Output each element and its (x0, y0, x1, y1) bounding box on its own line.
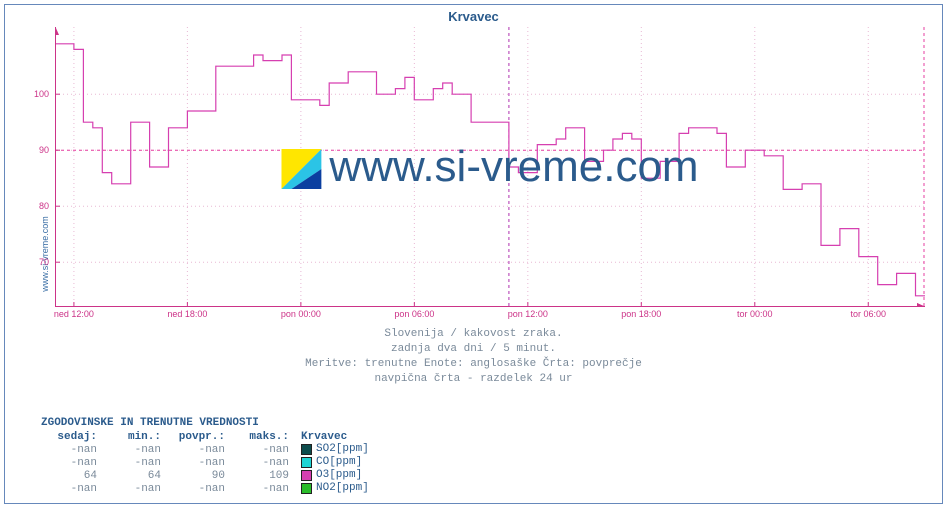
y-tick-label: 90 (39, 145, 49, 155)
legend-cell: 109 (233, 469, 297, 482)
legend-series-cell: NO2[ppm] (297, 482, 369, 495)
legend-cell: -nan (105, 456, 169, 469)
legend-row: 646490109O3[ppm] (41, 469, 369, 482)
legend-col-header: Krvavec (297, 431, 369, 443)
legend-cell: -nan (169, 456, 233, 469)
caption-line: Slovenija / kakovost zraka. (5, 327, 942, 342)
legend-swatch-icon (301, 444, 312, 455)
legend-cell: 64 (105, 469, 169, 482)
x-tick-label: pon 06:00 (394, 309, 434, 319)
legend-series-name: O3[ppm] (316, 469, 362, 481)
legend-series-cell: CO[ppm] (297, 456, 369, 469)
legend-table: sedaj:min.:povpr.:maks.:Krvavec -nan-nan… (41, 431, 369, 495)
caption-line: Meritve: trenutne Enote: anglosaške Črta… (5, 357, 942, 372)
x-tick-label: pon 12:00 (508, 309, 548, 319)
legend-title: ZGODOVINSKE IN TRENUTNE VREDNOSTI (41, 417, 369, 429)
legend-cell: -nan (233, 456, 297, 469)
x-tick-label: pon 18:00 (621, 309, 661, 319)
legend-cell: -nan (233, 443, 297, 456)
legend-series-name: NO2[ppm] (316, 482, 369, 494)
legend-block: ZGODOVINSKE IN TRENUTNE VREDNOSTI sedaj:… (41, 417, 369, 495)
legend-cell: 90 (169, 469, 233, 482)
caption-block: Slovenija / kakovost zraka. zadnja dva d… (5, 327, 942, 386)
legend-cell: -nan (41, 443, 105, 456)
legend-series-cell: SO2[ppm] (297, 443, 369, 456)
legend-cell: 64 (41, 469, 105, 482)
plot-svg (55, 27, 925, 307)
x-tick-label: tor 06:00 (850, 309, 886, 319)
legend-row: -nan-nan-nan-nanCO[ppm] (41, 456, 369, 469)
y-axis-ticks: 70 80 90 100 (5, 27, 53, 307)
x-tick-label: tor 00:00 (737, 309, 773, 319)
legend-cell: -nan (105, 443, 169, 456)
legend-cell: -nan (41, 482, 105, 495)
legend-col-header: sedaj: (41, 431, 105, 443)
legend-row: -nan-nan-nan-nanNO2[ppm] (41, 482, 369, 495)
plot-area: www.si-vreme.com (55, 27, 925, 307)
legend-series-name: SO2[ppm] (316, 443, 369, 455)
legend-swatch-icon (301, 457, 312, 468)
legend-series-cell: O3[ppm] (297, 469, 369, 482)
legend-swatch-icon (301, 470, 312, 481)
x-tick-label: pon 00:00 (281, 309, 321, 319)
legend-cell: -nan (233, 482, 297, 495)
caption-line: navpična črta - razdelek 24 ur (5, 372, 942, 387)
legend-cell: -nan (41, 456, 105, 469)
legend-col-header: maks.: (233, 431, 297, 443)
y-tick-label: 80 (39, 201, 49, 211)
legend-col-header: min.: (105, 431, 169, 443)
legend-series-name: CO[ppm] (316, 456, 362, 468)
chart-frame: www.si-vreme.com Krvavec 708090100 www.s… (4, 4, 943, 504)
x-tick-label: ned 12:00 (54, 309, 94, 319)
y-tick-label: 100 (34, 89, 49, 99)
legend-cell: -nan (169, 482, 233, 495)
legend-col-header: povpr.: (169, 431, 233, 443)
legend-swatch-icon (301, 483, 312, 494)
y-tick-label: 70 (39, 257, 49, 267)
x-axis-ticks: ned 12:00 ned 18:00 pon 00:00 pon 06:00 pon … (55, 309, 925, 323)
caption-line: zadnja dva dni / 5 minut. (5, 342, 942, 357)
chart-title: Krvavec (5, 9, 942, 24)
legend-cell: -nan (169, 443, 233, 456)
x-tick-label: ned 18:00 (167, 309, 207, 319)
legend-cell: -nan (105, 482, 169, 495)
legend-row: -nan-nan-nan-nanSO2[ppm] (41, 443, 369, 456)
